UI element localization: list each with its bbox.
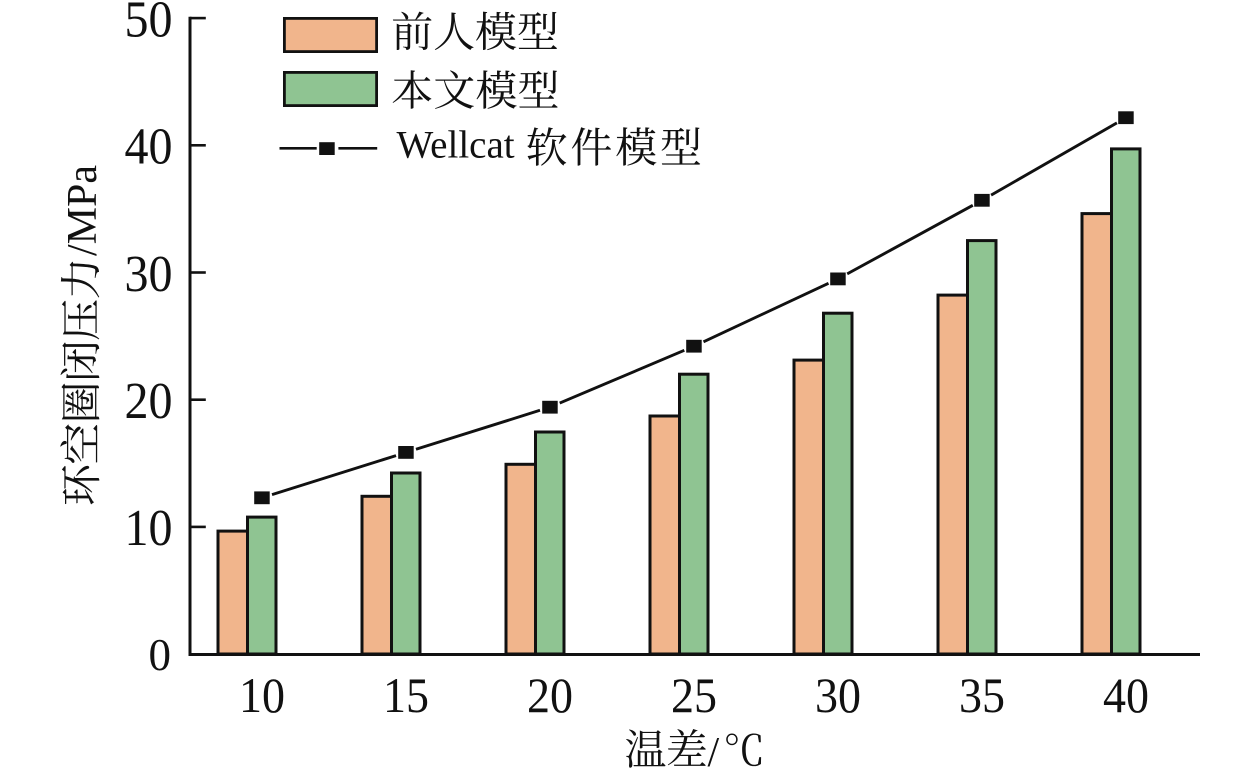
svg-text:Wellcat: Wellcat [397,124,515,167]
svg-text:20: 20 [527,667,573,723]
svg-text:20: 20 [125,373,173,430]
svg-text:10: 10 [125,500,173,557]
svg-text:/: / [708,730,720,776]
svg-text:50: 50 [125,0,173,48]
svg-text:10: 10 [239,667,285,723]
svg-text:40: 40 [125,119,173,176]
svg-text:30: 30 [125,246,173,303]
svg-text:15: 15 [383,667,429,723]
svg-text:30: 30 [815,667,861,723]
svg-text:25: 25 [671,667,717,723]
svg-text:35: 35 [959,667,1005,723]
svg-text:/MPa: /MPa [60,165,106,256]
svg-text:40: 40 [1103,667,1149,723]
svg-text:0: 0 [149,630,172,680]
